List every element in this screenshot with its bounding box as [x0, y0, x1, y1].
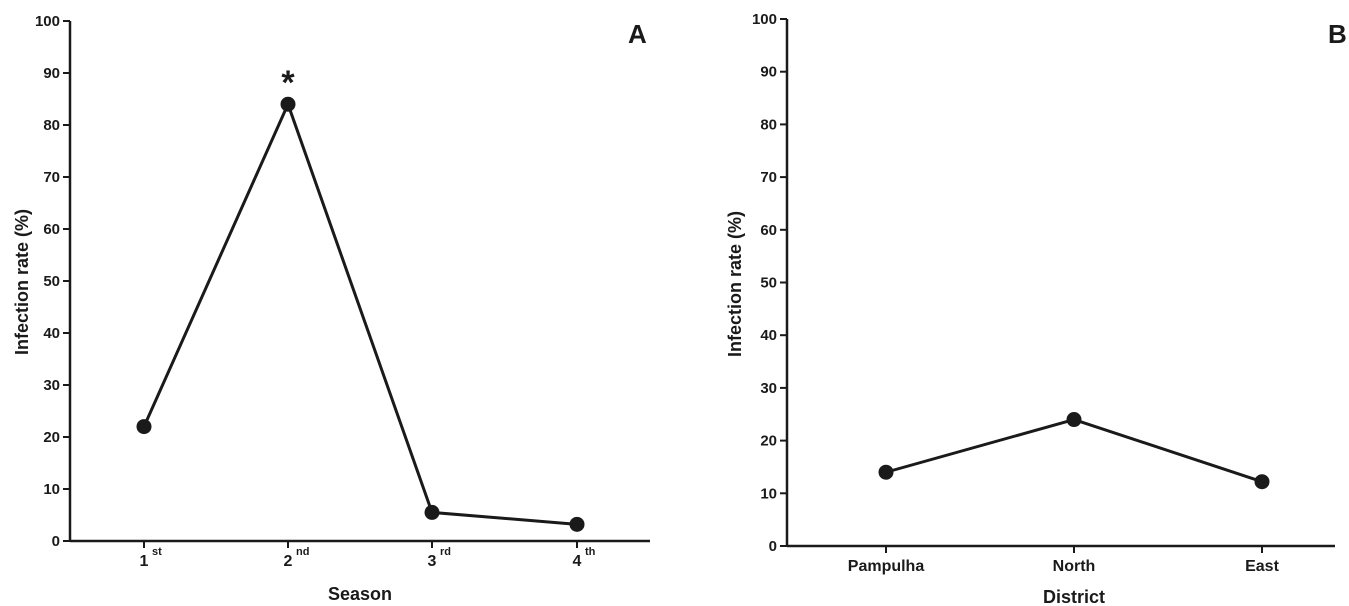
panel-a-y-tick-label: 0	[52, 533, 60, 550]
panel-b-y-tick-label: 80	[760, 116, 777, 133]
panel-a-x-axis-title: Season	[328, 584, 392, 604]
chart-panel-b: B Infection rate (%) District 0 10 20 30 40 5…	[725, 11, 1347, 606]
panel-a-significance-asterisk: *	[281, 64, 295, 102]
panel-b-y-tick-label: 50	[760, 275, 777, 292]
panel-b-y-tick-label: 40	[760, 327, 777, 344]
panel-a-x-tick-label-superscript: rd	[440, 546, 451, 558]
panel-a-x-tick-label: 2	[284, 553, 293, 570]
panel-b-label: B	[1328, 19, 1347, 49]
panel-b-x-tick-label: Pampulha	[848, 558, 925, 575]
panel-a-data-point	[569, 516, 585, 532]
panel-b-y-tick-label: 20	[760, 433, 777, 450]
panel-a-y-axis-title: Infection rate (%)	[12, 209, 32, 355]
panel-a-data-point	[136, 419, 152, 435]
panel-b-data-point	[1066, 412, 1082, 428]
panel-b-y-tick-label: 30	[760, 380, 777, 397]
panel-b-y-tick-label: 60	[760, 222, 777, 239]
panel-a-x-tick-label-superscript: nd	[296, 546, 309, 558]
panel-a-x-tick-label: 4	[573, 553, 582, 570]
panel-b-y-tick-label: 90	[760, 64, 777, 81]
panel-b-x-tick-label: East	[1245, 558, 1279, 575]
panel-a-label: A	[628, 19, 647, 49]
panel-a-y-tick-label: 80	[43, 117, 60, 134]
panel-a-x-tick-label: 3	[428, 553, 437, 570]
panel-a-x-tick-label: 1	[140, 553, 149, 570]
panel-a-x-tick-label-superscript: st	[152, 546, 162, 558]
panel-a-y-tick-label: 30	[43, 377, 60, 394]
panel-b-y-axis-title: Infection rate (%)	[725, 211, 745, 357]
panel-b-x-tick-label: North	[1053, 558, 1096, 575]
panel-a-data-point	[424, 504, 440, 520]
panel-a-y-tick-label: 70	[43, 169, 60, 186]
panel-a-x-tick-label-superscript: th	[585, 546, 596, 558]
panel-a-y-tick-label: 60	[43, 221, 60, 238]
panel-a-series-line	[142, 100, 578, 526]
panel-b-y-tick-label: 10	[760, 485, 777, 502]
chart-panel-a: A Infection rate (%) Season 0 10 20 30 40 50 6…	[12, 13, 650, 604]
panel-a-data-point	[280, 96, 296, 112]
panel-a-y-tick-label: 90	[43, 65, 60, 82]
panel-b-y-tick-label: 70	[760, 169, 777, 186]
panel-b-data-point	[1254, 474, 1270, 490]
panel-a-y-tick-label: 100	[35, 13, 60, 30]
panel-b-series-line	[885, 417, 1263, 484]
panel-a-y-tick-label: 50	[43, 273, 60, 290]
panel-b-data-point	[878, 464, 894, 480]
panel-b-x-axis-title: District	[1043, 587, 1105, 606]
panel-b-y-tick-label: 0	[769, 538, 777, 555]
panel-b-y-tick-label: 100	[752, 11, 777, 28]
panel-a-y-tick-label: 10	[43, 481, 60, 498]
panel-a-y-tick-label: 20	[43, 429, 60, 446]
panel-a-y-tick-label: 40	[43, 325, 60, 342]
